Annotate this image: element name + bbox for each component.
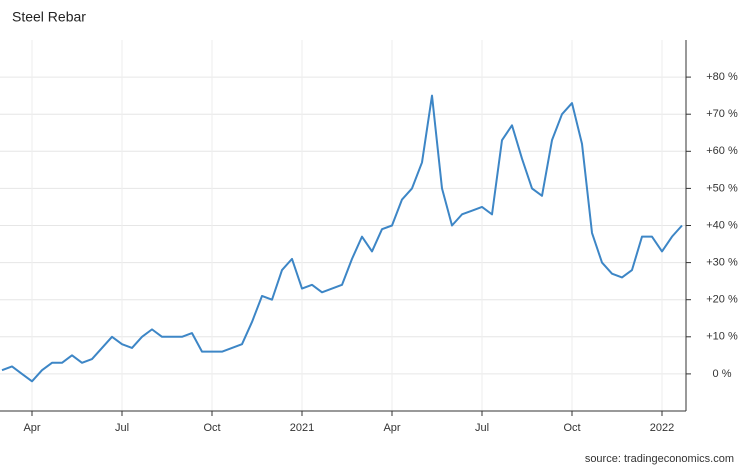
x-tick-label: Jul	[475, 422, 489, 434]
y-tick-label: +40 %	[706, 219, 738, 231]
x-tick-label: Oct	[563, 422, 580, 434]
y-tick-label: +20 %	[706, 294, 738, 306]
x-tick-label: Jul	[115, 422, 129, 434]
y-tick-label: +70 %	[706, 108, 738, 120]
x-tick-label: Apr	[23, 422, 40, 434]
y-tick-label: +50 %	[706, 182, 738, 194]
chart-title: Steel Rebar	[12, 9, 86, 25]
x-tick-label: Oct	[203, 422, 220, 434]
y-tick-label: +80 %	[706, 71, 738, 83]
series-line	[1, 94, 683, 383]
x-tick-label: Apr	[383, 422, 400, 434]
x-tick-label: 2021	[290, 422, 314, 434]
x-tick-label: 2022	[650, 422, 674, 434]
y-tick-label: +60 %	[706, 145, 738, 157]
source: source: tradingeconomics.com	[585, 453, 734, 465]
y-tick-label: 0 %	[713, 368, 732, 380]
y-tick-label: +30 %	[706, 257, 738, 269]
y-tick-label: +10 %	[706, 331, 738, 343]
